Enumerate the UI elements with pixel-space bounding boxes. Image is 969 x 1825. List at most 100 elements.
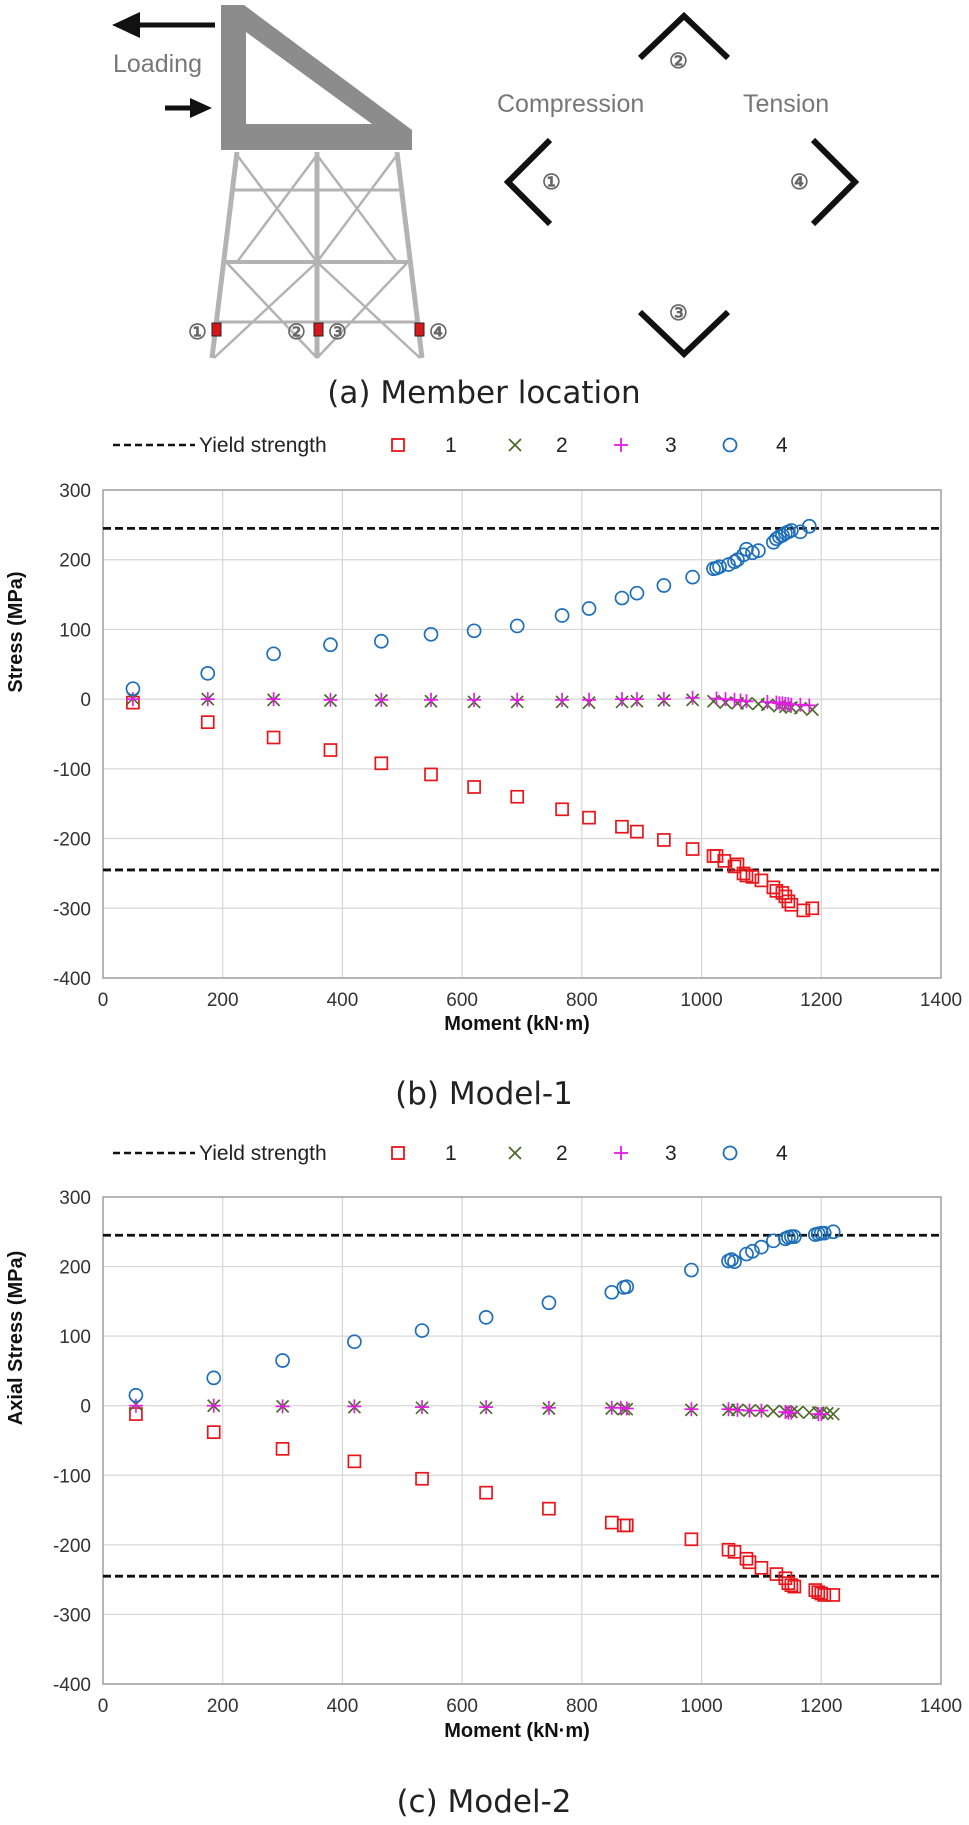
data-point-series-1 — [727, 859, 742, 874]
data-point-series-3 — [742, 1403, 757, 1418]
x-tick-label: 600 — [446, 990, 478, 1011]
y-tick-label: -200 — [53, 1536, 91, 1557]
member-label-4: ④ — [429, 321, 448, 344]
data-point-series-3 — [541, 1400, 556, 1415]
data-point-series-1 — [826, 1588, 841, 1602]
y-tick-label: -400 — [53, 969, 91, 990]
data-point-series-3 — [754, 1403, 769, 1418]
data-point-series-4 — [323, 637, 338, 653]
data-point-series-1 — [817, 1588, 832, 1602]
legend-label-3: 3 — [665, 1142, 677, 1165]
data-point-series-4 — [541, 1295, 557, 1311]
data-point-series-3 — [374, 692, 389, 707]
x-tick-label: 600 — [446, 1696, 478, 1717]
data-point-series-1 — [739, 1551, 754, 1566]
data-point-series-4 — [727, 1254, 742, 1270]
loading-arrow-left — [112, 12, 215, 38]
data-point-series-1 — [510, 789, 525, 804]
data-point-series-1 — [630, 824, 644, 839]
y-tick-label: -300 — [53, 899, 91, 920]
y-tick-label: 100 — [59, 620, 91, 641]
compression-label: Compression — [497, 90, 644, 118]
data-point-series-1 — [787, 1579, 802, 1594]
marker-stroke — [826, 1407, 840, 1421]
deck-frame — [221, 5, 412, 150]
data-point-series-1 — [745, 870, 760, 884]
y-tick-label: -100 — [53, 760, 91, 781]
y-axis-title-model2: Axial Stress (MPa) — [5, 1251, 27, 1426]
data-point-series-3 — [629, 692, 644, 707]
plot-frame — [102, 1196, 942, 1685]
data-point-series-4 — [554, 608, 570, 623]
legend-marker-2 — [508, 1146, 522, 1160]
data-point-series-1 — [555, 802, 569, 817]
data-point-series-4 — [629, 585, 645, 601]
legend-marker-3 — [614, 438, 628, 452]
data-point-series-3 — [739, 694, 754, 709]
data-point-series-3 — [275, 1399, 290, 1414]
data-point-series-4 — [509, 618, 525, 634]
caption-a: (a) Member location — [327, 375, 640, 411]
data-point-series-1 — [736, 866, 751, 881]
member-label-2: ② — [287, 321, 306, 344]
legend-label-3: 3 — [665, 434, 677, 457]
y-tick-label: 200 — [59, 1258, 91, 1279]
legend-label-4: 4 — [776, 1142, 788, 1165]
legend-marker-3 — [614, 1146, 628, 1160]
data-point-series-3 — [619, 1401, 634, 1416]
x-tick-label: 0 — [98, 990, 109, 1011]
data-point-series-1 — [754, 1560, 769, 1575]
data-point-series-3 — [814, 1407, 829, 1422]
legend-marker-4 — [722, 1145, 738, 1161]
caption-b: (b) Model-1 — [395, 1076, 573, 1112]
data-point-series-4 — [347, 1334, 362, 1350]
x-tick-label: 400 — [327, 1696, 359, 1717]
data-point-series-1 — [684, 1532, 699, 1547]
data-point-series-4 — [825, 1224, 841, 1240]
y-tick-label: 200 — [59, 551, 91, 572]
data-point-series-4 — [614, 590, 630, 606]
x-tick-label: 1000 — [680, 1696, 722, 1717]
data-point-series-3 — [656, 692, 671, 707]
data-point-series-3 — [467, 692, 482, 707]
plot-area-model2: 0 200 400 600 800 1000 1200 14003002001000-100-… — [53, 1188, 962, 1717]
y-tick-label: 0 — [80, 690, 91, 711]
legend-yield-label: Yield strength — [199, 1142, 327, 1165]
data-point-series-1 — [784, 1578, 799, 1593]
y-tick-label: 300 — [59, 1188, 91, 1209]
member-marker-2-3: ② ③ — [287, 321, 347, 344]
data-point-series-4 — [125, 681, 141, 697]
y-tick-label: -400 — [53, 1675, 91, 1696]
y-tick-label: -200 — [53, 830, 91, 851]
data-point-series-3 — [479, 1400, 494, 1415]
data-point-series-4 — [786, 1229, 802, 1245]
data-point-series-1 — [727, 1544, 742, 1559]
data-point-series-4 — [128, 1387, 144, 1403]
data-point-series-4 — [275, 1353, 290, 1368]
data-point-series-4 — [266, 646, 281, 662]
x-tick-label: 1200 — [800, 1696, 842, 1717]
legend-label-1: 1 — [445, 1142, 457, 1165]
data-point-series-1 — [685, 842, 700, 856]
data-point-series-4 — [423, 626, 439, 642]
x-axis-title-model1: Moment (kN·m) — [444, 1013, 590, 1035]
data-point-series-1 — [347, 1454, 362, 1469]
data-point-series-1 — [275, 1441, 290, 1456]
data-point-series-1 — [657, 833, 671, 847]
data-point-series-4 — [200, 665, 216, 681]
x-tick-label: 1400 — [920, 990, 962, 1011]
plot-frame — [102, 489, 942, 979]
legend-label-2: 2 — [556, 1142, 568, 1165]
legend-label-2: 2 — [556, 434, 568, 457]
data-point-series-1 — [542, 1501, 556, 1516]
data-point-series-3 — [555, 692, 570, 707]
data-point-series-3 — [323, 692, 338, 707]
data-point-series-1 — [374, 756, 389, 771]
data-point-series-3 — [347, 1399, 362, 1414]
data-point-series-4 — [414, 1323, 430, 1338]
data-point-series-1 — [616, 1518, 631, 1533]
data-point-series-4 — [478, 1310, 494, 1325]
data-point-series-3 — [614, 692, 629, 707]
data-point-series-1 — [604, 1515, 619, 1530]
legend-label-4: 4 — [776, 434, 788, 457]
